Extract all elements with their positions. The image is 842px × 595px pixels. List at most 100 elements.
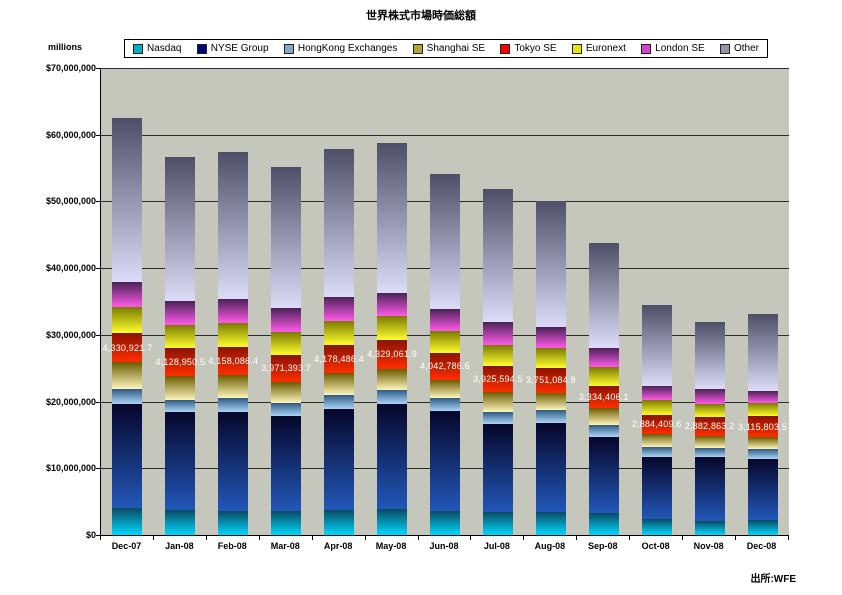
bar-segment-shanghai-se xyxy=(482,392,513,412)
legend-item-tokyo-se: Tokyo SE xyxy=(500,43,557,54)
bar-segment-hongkong-exchanges xyxy=(271,402,302,417)
bar-data-label: 3,971,393.7 xyxy=(261,363,312,374)
bar-segment-hongkong-exchanges xyxy=(588,424,619,437)
bar-segment-london-se xyxy=(588,347,619,368)
y-axis-label: $70,000,000 xyxy=(45,63,96,73)
y-axis-tick xyxy=(96,468,100,470)
bar-segment-nyse-group xyxy=(324,408,355,510)
bar-segment-tokyo-se xyxy=(588,386,619,409)
bar-segment-shanghai-se xyxy=(377,368,408,390)
bar-segment-other xyxy=(430,174,460,309)
bar-segment-nasdaq xyxy=(271,510,302,535)
bar-segment-hongkong-exchanges xyxy=(482,411,513,425)
bar-segment-other xyxy=(377,142,408,293)
bar-segment-nyse-group xyxy=(694,457,725,521)
x-axis-tick xyxy=(152,536,154,540)
legend-swatch-icon xyxy=(571,43,582,54)
x-axis-label: Jan-08 xyxy=(165,541,194,551)
x-axis-label: May-08 xyxy=(375,541,407,551)
bar-segment-euronext xyxy=(535,348,566,368)
bar-segment-other xyxy=(747,314,778,391)
bar-segment-nasdaq xyxy=(430,510,460,535)
bar-may-08 xyxy=(377,142,408,535)
bar-segment-shanghai-se xyxy=(218,374,249,399)
bar-segment-nyse-group xyxy=(588,436,619,514)
bar-segment-nyse-group xyxy=(112,403,143,509)
bar-segment-hongkong-exchanges xyxy=(112,388,143,404)
bar-data-label: 3,751,084.8 xyxy=(525,375,576,386)
bar-segment-nasdaq xyxy=(641,518,672,535)
bar-segment-shanghai-se xyxy=(324,372,355,395)
y-axis-label: $60,000,000 xyxy=(45,129,96,140)
bar-segment-other xyxy=(694,321,725,390)
x-axis-label: Feb-08 xyxy=(217,541,247,551)
x-axis-tick xyxy=(258,536,260,540)
bar-segment-london-se xyxy=(430,308,460,331)
legend-item-shanghai-se: Shanghai SE xyxy=(412,43,485,54)
bar-segment-hongkong-exchanges xyxy=(430,397,460,411)
bar-segment-nyse-group xyxy=(271,416,302,511)
x-axis-label: Apr-08 xyxy=(323,541,353,551)
bar-segment-euronext xyxy=(430,330,460,353)
bar-segment-hongkong-exchanges xyxy=(694,447,725,458)
legend-item-london-se: London SE xyxy=(641,43,705,54)
legend-swatch-icon xyxy=(641,43,652,54)
bar-segment-hongkong-exchanges xyxy=(324,394,355,409)
bar-segment-nyse-group xyxy=(430,410,460,511)
bar-segment-hongkong-exchanges xyxy=(747,448,778,459)
legend-swatch-icon xyxy=(719,43,730,54)
bar-segment-hongkong-exchanges xyxy=(218,398,249,412)
bar-segment-hongkong-exchanges xyxy=(641,446,672,457)
bar-segment-nasdaq xyxy=(324,509,355,535)
bar-segment-shanghai-se xyxy=(112,362,143,389)
x-axis-label: Sep-08 xyxy=(588,541,618,551)
legend-swatch-icon xyxy=(500,43,511,54)
bar-jan-08 xyxy=(165,157,196,535)
bar-segment-tokyo-se xyxy=(641,414,672,434)
bar-data-label: 4,042,786.6 xyxy=(420,361,470,372)
bar-segment-shanghai-se xyxy=(694,435,725,448)
bar-segment-nasdaq xyxy=(218,510,249,535)
x-axis-label: Dec-07 xyxy=(111,541,142,551)
bar-segment-nyse-group xyxy=(377,404,408,509)
bar-data-label: 4,329,061.9 xyxy=(367,349,417,360)
gridline xyxy=(101,134,789,136)
x-axis-label: Dec-08 xyxy=(746,541,777,551)
bar-segment-tokyo-se xyxy=(112,333,143,363)
bar-oct-08 xyxy=(641,304,672,535)
bar-segment-london-se xyxy=(377,292,408,316)
bar-segment-other xyxy=(324,148,355,297)
bar-segment-euronext xyxy=(747,403,778,417)
bar-segment-shanghai-se xyxy=(430,379,460,398)
y-axis-tick xyxy=(96,334,100,336)
x-axis-tick xyxy=(523,536,525,540)
bar-segment-euronext xyxy=(165,324,196,349)
x-axis-label: Jul-08 xyxy=(483,541,510,551)
bar-jun-08 xyxy=(430,174,460,535)
bar-segment-london-se xyxy=(112,281,143,308)
x-axis-tick xyxy=(100,536,101,540)
legend-item-hongkong-exchanges: HongKong Exchanges xyxy=(283,43,397,54)
x-axis-tick xyxy=(417,536,419,540)
bar-segment-shanghai-se xyxy=(165,375,196,400)
bar-segment-tokyo-se xyxy=(271,355,302,382)
y-axis-unit-label: millions xyxy=(48,42,83,52)
bar-segment-nasdaq xyxy=(694,520,725,535)
bar-segment-hongkong-exchanges xyxy=(535,409,566,423)
bar-segment-london-se xyxy=(747,390,778,404)
legend-label: Nasdaq xyxy=(147,43,182,54)
legend-item-other: Other xyxy=(719,43,759,54)
bar-segment-nasdaq xyxy=(112,508,143,535)
bar-segment-other xyxy=(218,152,249,300)
bar-segment-shanghai-se xyxy=(271,381,302,403)
x-axis-tick xyxy=(205,536,207,540)
bar-segment-tokyo-se xyxy=(218,347,249,375)
bar-segment-nyse-group xyxy=(747,458,778,520)
y-axis-tick xyxy=(96,134,100,136)
bar-segment-hongkong-exchanges xyxy=(377,389,408,405)
legend-label: Euronext xyxy=(585,43,626,54)
legend-label: NYSE Group xyxy=(210,43,269,54)
bar-segment-nyse-group xyxy=(165,412,196,511)
bar-segment-euronext xyxy=(112,307,143,334)
